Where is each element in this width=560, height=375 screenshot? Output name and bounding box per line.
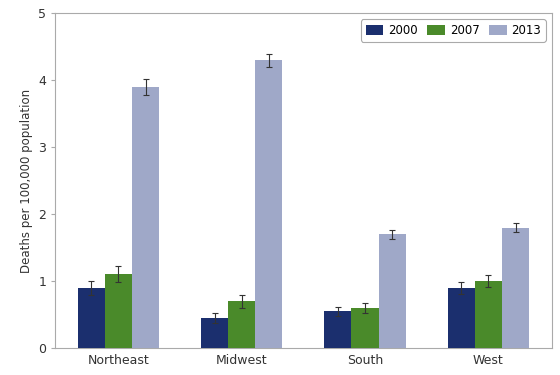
Bar: [447, 288, 475, 348]
Legend: 2000, 2007, 2013: 2000, 2007, 2013: [361, 19, 546, 42]
Bar: [502, 228, 529, 348]
Bar: [132, 87, 159, 348]
Bar: [201, 318, 228, 348]
Bar: [78, 288, 105, 348]
Bar: [228, 301, 255, 348]
Y-axis label: Deaths per 100,000 population: Deaths per 100,000 population: [20, 88, 32, 273]
Bar: [324, 311, 352, 348]
Bar: [352, 308, 379, 348]
Bar: [105, 274, 132, 348]
Bar: [255, 60, 282, 348]
Bar: [475, 281, 502, 348]
Bar: [379, 234, 406, 348]
